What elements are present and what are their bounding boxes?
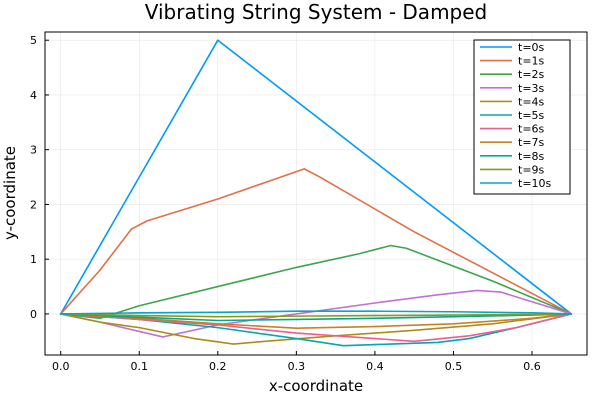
legend-label: t=5s (518, 109, 545, 122)
y-tick-label: 3 (30, 144, 37, 157)
series-line-t-2s (59, 244, 573, 320)
series-line-t-5s (59, 313, 573, 347)
x-tick-label: 0.4 (366, 360, 384, 373)
x-tick-label: 0.0 (52, 360, 70, 373)
y-tick-label: 2 (30, 198, 37, 211)
x-axis-label: x-coordinate (269, 377, 363, 395)
x-tick-label: 0.3 (288, 360, 306, 373)
legend-box (473, 39, 571, 195)
legend-label: t=3s (518, 82, 545, 95)
series-line-t-10s (59, 310, 573, 315)
legend: t=0st=1st=2st=3st=4st=5st=6st=7st=8st=9s… (473, 39, 571, 195)
series-line-t-4s (59, 313, 573, 345)
legend-items: t=0st=1st=2st=3st=4st=5st=6st=7st=8st=9s… (480, 41, 552, 190)
y-tick-label: 4 (30, 89, 37, 102)
legend-label: t=10s (518, 177, 552, 190)
legend-label: t=1s (518, 55, 545, 68)
y-tick-label: 5 (30, 34, 37, 47)
y-axis-label: y-coordinate (1, 146, 19, 240)
legend-label: t=9s (518, 163, 545, 176)
legend-label: t=2s (518, 68, 545, 81)
y-tick-label: 0 (30, 308, 37, 321)
legend-label: t=7s (518, 136, 545, 149)
series-line-t-3s (59, 289, 573, 338)
series-line-t-1s (59, 168, 573, 315)
chart-title: Vibrating String System - Damped (145, 0, 488, 24)
x-tick-label: 0.6 (523, 360, 541, 373)
legend-label: t=0s (518, 41, 545, 54)
legend-label: t=4s (518, 95, 545, 108)
x-tick-label: 0.2 (209, 360, 227, 373)
x-tick-label: 0.1 (131, 360, 149, 373)
series-line-t-0s (59, 39, 573, 315)
series-line-t-9s (59, 313, 573, 318)
ticks-layer: 0.0 0.1 0.2 0.3 0.4 0.5 0.6 0 1 2 3 4 5 (30, 34, 541, 373)
x-tick-label: 0.5 (445, 360, 463, 373)
plot-frame (44, 31, 588, 356)
series-line-t-7s (59, 313, 573, 329)
y-tick-label: 1 (30, 253, 37, 266)
legend-label: t=6s (518, 123, 545, 136)
series-layer (59, 39, 573, 347)
legend-label: t=8s (518, 150, 545, 163)
series-line-t-6s (59, 313, 573, 343)
